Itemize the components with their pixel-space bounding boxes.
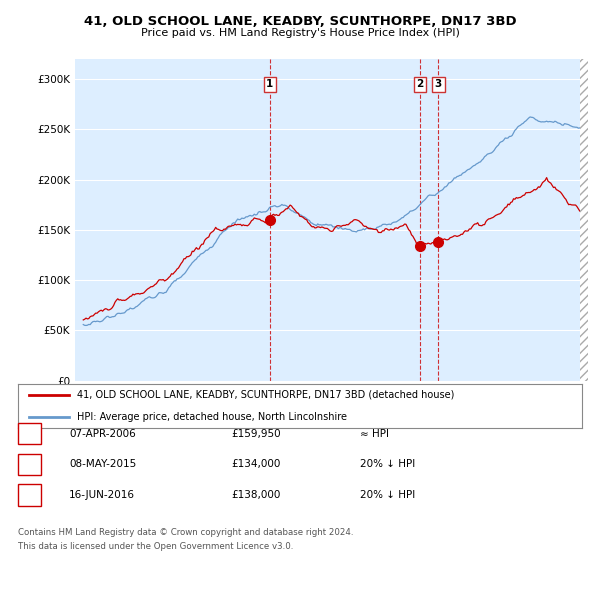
Text: ≈ HPI: ≈ HPI	[360, 429, 389, 438]
Text: This data is licensed under the Open Government Licence v3.0.: This data is licensed under the Open Gov…	[18, 542, 293, 550]
Text: 20% ↓ HPI: 20% ↓ HPI	[360, 460, 415, 469]
Text: 41, OLD SCHOOL LANE, KEADBY, SCUNTHORPE, DN17 3BD: 41, OLD SCHOOL LANE, KEADBY, SCUNTHORPE,…	[83, 15, 517, 28]
Bar	[580, 59, 588, 381]
Text: Contains HM Land Registry data © Crown copyright and database right 2024.: Contains HM Land Registry data © Crown c…	[18, 528, 353, 537]
Text: £134,000: £134,000	[231, 460, 280, 469]
Text: HPI: Average price, detached house, North Lincolnshire: HPI: Average price, detached house, Nort…	[77, 412, 347, 422]
Text: 20% ↓ HPI: 20% ↓ HPI	[360, 490, 415, 500]
Text: 3: 3	[435, 79, 442, 89]
Text: 2: 2	[26, 460, 33, 469]
Text: £138,000: £138,000	[231, 490, 280, 500]
Text: 1: 1	[266, 79, 274, 89]
Text: 2: 2	[416, 79, 424, 89]
Text: 41, OLD SCHOOL LANE, KEADBY, SCUNTHORPE, DN17 3BD (detached house): 41, OLD SCHOOL LANE, KEADBY, SCUNTHORPE,…	[77, 389, 455, 399]
Text: £159,950: £159,950	[231, 429, 281, 438]
Text: 08-MAY-2015: 08-MAY-2015	[69, 460, 136, 469]
Text: 1: 1	[26, 429, 33, 438]
Text: 3: 3	[26, 490, 33, 500]
Text: 16-JUN-2016: 16-JUN-2016	[69, 490, 135, 500]
Text: Price paid vs. HM Land Registry's House Price Index (HPI): Price paid vs. HM Land Registry's House …	[140, 28, 460, 38]
Text: 07-APR-2006: 07-APR-2006	[69, 429, 136, 438]
